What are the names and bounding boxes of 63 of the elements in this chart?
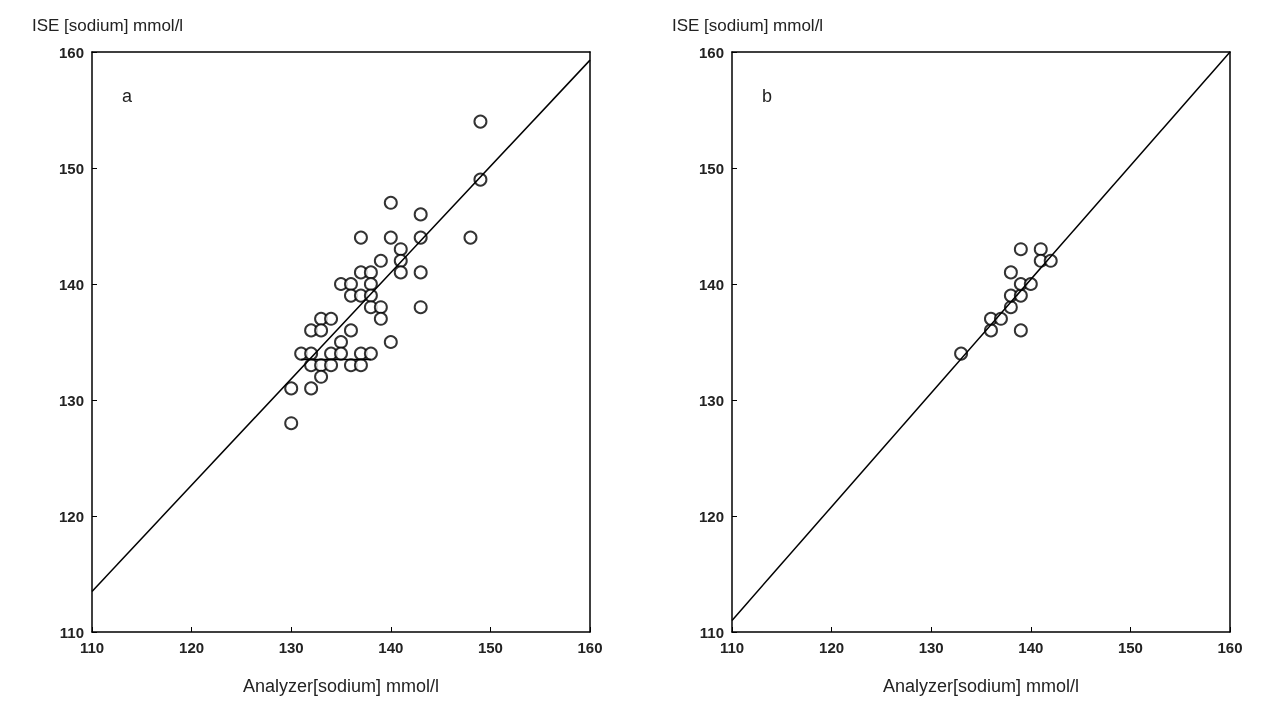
x-tick-label: 140 xyxy=(378,639,404,656)
point xyxy=(353,230,368,245)
point xyxy=(334,346,348,361)
point xyxy=(284,381,299,396)
y-tick-label: 110 xyxy=(699,623,724,641)
x-tick-label: 160 xyxy=(577,639,603,656)
y-tick-label: 130 xyxy=(698,391,724,409)
point xyxy=(413,265,428,280)
point xyxy=(353,358,368,373)
point xyxy=(383,230,398,245)
point xyxy=(314,369,329,384)
point xyxy=(343,323,358,338)
point xyxy=(343,277,358,291)
point xyxy=(393,242,408,257)
point xyxy=(1033,242,1048,257)
point xyxy=(363,277,378,291)
y-axis-title: ISE [sodium] mmol/l xyxy=(672,16,824,35)
point xyxy=(324,311,339,326)
point xyxy=(1003,265,1018,280)
y-tick-label: 160 xyxy=(698,43,724,61)
point xyxy=(383,195,398,210)
x-tick-label: 140 xyxy=(1018,639,1044,656)
point xyxy=(373,253,388,268)
point xyxy=(373,300,388,315)
point xyxy=(1013,242,1028,257)
x-tick-label: 130 xyxy=(918,639,944,656)
x-tick-label: 150 xyxy=(477,639,503,656)
y-tick-label: 120 xyxy=(58,507,84,525)
point xyxy=(413,300,428,315)
x-tick-label: 150 xyxy=(1117,639,1143,656)
point xyxy=(373,311,388,326)
x-tick-label: 110 xyxy=(719,639,745,656)
x-tick-label: 130 xyxy=(278,639,304,656)
point xyxy=(383,335,398,349)
y-tick-label: 110 xyxy=(59,623,84,641)
x-tick-label: 110 xyxy=(79,639,105,656)
annotation: b xyxy=(762,86,773,106)
point xyxy=(393,265,408,280)
point xyxy=(304,381,319,396)
point xyxy=(363,346,378,361)
point xyxy=(463,230,478,245)
y-axis-title: ISE [sodium] mmol/l xyxy=(32,16,184,35)
x-tick-label: 120 xyxy=(819,639,845,656)
x-tick-label: 120 xyxy=(179,639,205,656)
point xyxy=(324,358,339,373)
x-axis-title: Analyzer[sodium] mmol/l xyxy=(242,676,440,696)
point xyxy=(334,335,348,349)
point xyxy=(473,114,488,129)
point xyxy=(413,207,428,222)
x-tick-label: 160 xyxy=(1217,639,1243,656)
point xyxy=(314,323,329,338)
y-tick-label: 150 xyxy=(698,159,724,177)
y-tick-label: 160 xyxy=(58,43,84,61)
point xyxy=(284,416,299,431)
point xyxy=(1013,323,1028,338)
annotation: a xyxy=(122,86,133,106)
y-tick-label: 140 xyxy=(58,275,84,293)
y-tick-label: 150 xyxy=(58,159,84,177)
y-tick-label: 140 xyxy=(698,275,724,293)
y-tick-label: 120 xyxy=(698,507,724,525)
y-tick-label: 130 xyxy=(58,391,84,409)
point xyxy=(363,265,378,280)
x-axis-title: Analyzer[sodium] mmol/l xyxy=(882,676,1080,696)
